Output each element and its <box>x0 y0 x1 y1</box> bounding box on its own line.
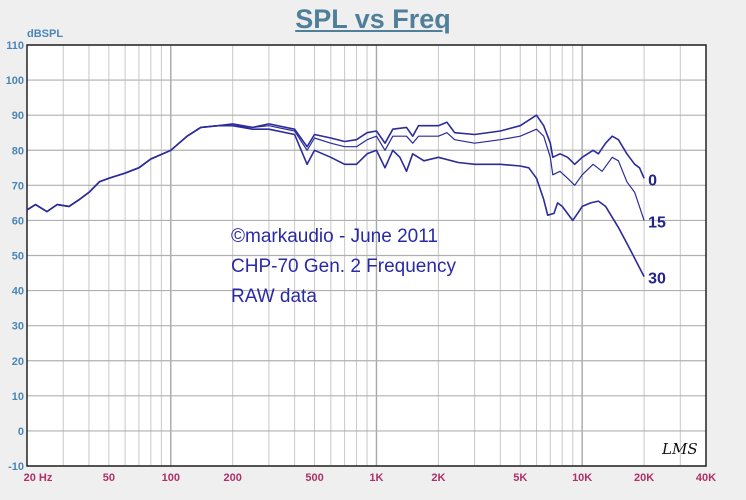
y-tick-label: 40 <box>12 286 24 298</box>
y-tick-label: 0 <box>18 426 24 438</box>
y-tick-label: 30 <box>12 321 24 333</box>
series-line-30 <box>26 124 645 277</box>
y-axis-label: dBSPL <box>27 28 63 40</box>
x-tick-label: 1K <box>369 472 383 484</box>
lms-logo: LMS <box>661 440 698 458</box>
x-tick-label: 2K <box>431 472 445 484</box>
y-tick-label: 90 <box>12 110 24 122</box>
y-tick-label: 50 <box>12 251 24 263</box>
x-tick-label: 100 <box>162 472 180 484</box>
x-tick-label: 20 Hz <box>24 472 53 484</box>
x-tick-label: 40K <box>696 472 716 484</box>
y-tick-label: 60 <box>12 215 24 227</box>
annotation-line-1: ©markaudio - June 2011 <box>231 226 438 247</box>
x-tick-label: 10K <box>572 472 592 484</box>
x-tick-label: 200 <box>224 472 242 484</box>
y-tick-label: 110 <box>6 40 24 52</box>
y-tick-label: 20 <box>12 356 24 368</box>
x-tick-label: 50 <box>103 472 115 484</box>
chart-title: SPL vs Freq <box>295 4 451 34</box>
x-tick-label: 5K <box>513 472 527 484</box>
annotation-line-3: RAW data <box>231 286 317 307</box>
series-label: 0 <box>648 172 657 189</box>
y-tick-label: 10 <box>12 391 24 403</box>
plot-frame <box>26 44 707 467</box>
series-label: 15 <box>648 214 666 231</box>
x-tick-label: 20K <box>634 472 654 484</box>
annotation-line-2: CHP-70 Gen. 2 Frequency <box>231 256 456 277</box>
y-tick-label: -10 <box>8 461 24 473</box>
y-tick-label: 100 <box>6 75 24 87</box>
x-tick-label: 500 <box>305 472 323 484</box>
y-tick-label: 70 <box>12 180 24 192</box>
series-label: 30 <box>648 271 666 288</box>
y-tick-label: 80 <box>12 145 24 157</box>
